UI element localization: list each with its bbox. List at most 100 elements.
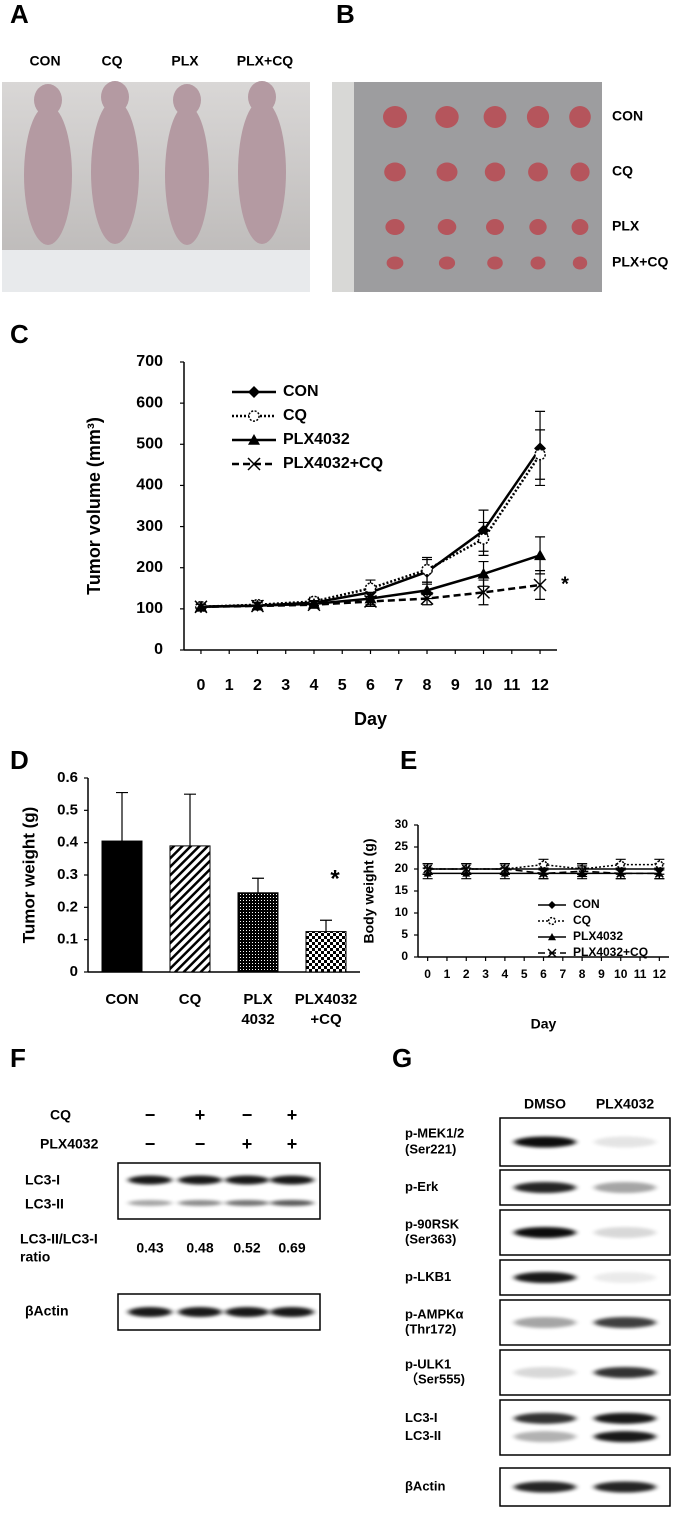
band-label: LC3-I — [25, 1172, 60, 1188]
row-label: p-AMPKα — [405, 1306, 464, 1321]
y-tick-label: 100 — [136, 600, 163, 617]
y-tick-label: 0.2 — [57, 898, 78, 915]
marker — [250, 599, 265, 613]
treatment-label: PLX4032 — [40, 1136, 99, 1152]
ratio-label: LC3-II/LC3-I — [20, 1231, 98, 1247]
tumor — [385, 219, 405, 235]
x-tick-label: 9 — [598, 967, 605, 981]
legend-marker — [548, 901, 556, 909]
row-label: LC3-I — [405, 1410, 438, 1425]
marker — [363, 594, 378, 608]
y-axis-label: Tumor weight (g) — [19, 807, 38, 944]
row-label: p-Erk — [405, 1179, 439, 1194]
treatment-label: CQ — [50, 1107, 71, 1123]
y-tick-label: 5 — [401, 927, 408, 941]
y-tick-label: 0 — [154, 641, 163, 658]
marker — [476, 585, 491, 599]
tumor — [569, 106, 591, 128]
ratio-value: 0.43 — [136, 1240, 163, 1256]
band — [225, 1200, 269, 1206]
y-tick-label: 700 — [136, 353, 163, 370]
marker — [421, 563, 433, 576]
band — [594, 1317, 656, 1328]
band — [225, 1175, 269, 1185]
band — [514, 1182, 576, 1193]
sign: + — [287, 1105, 298, 1125]
x-tick-label: PLX — [243, 991, 272, 1008]
band — [128, 1175, 172, 1185]
y-tick-label: 0 — [70, 963, 78, 980]
tumor — [572, 256, 588, 270]
marker — [616, 868, 626, 878]
x-tick-label: 9 — [451, 677, 460, 694]
x-tick-label: 8 — [423, 677, 432, 694]
marker — [477, 567, 490, 579]
mice — [24, 81, 286, 245]
band — [178, 1175, 222, 1185]
row-label: （Ser555) — [405, 1371, 465, 1386]
row-label: LC3-II — [405, 1428, 441, 1443]
x-tick-label: 3 — [281, 677, 290, 694]
sign: − — [145, 1134, 156, 1154]
ruler — [332, 82, 354, 292]
row-label: p-ULK1 — [405, 1356, 451, 1371]
ratio-label: ratio — [20, 1249, 50, 1265]
panel-label: C — [10, 319, 29, 349]
x-tick-label: 4 — [502, 967, 509, 981]
band — [514, 1317, 576, 1328]
marker — [577, 866, 587, 876]
group-label: PLX+CQ — [612, 254, 669, 270]
row-label: p-LKB1 — [405, 1269, 451, 1284]
y-tick-label: 10 — [395, 905, 409, 919]
x-tick-label: +CQ — [310, 1011, 342, 1028]
x-tick-label: 11 — [634, 967, 647, 981]
panel-label: F — [10, 1043, 26, 1073]
band — [128, 1307, 172, 1317]
band — [514, 1136, 576, 1148]
sign: − — [145, 1105, 156, 1125]
tumor — [570, 162, 590, 182]
panel-label: G — [392, 1043, 412, 1073]
x-tick-label: 5 — [521, 967, 528, 981]
row-label: (Ser363) — [405, 1231, 456, 1246]
blot — [117, 1162, 321, 1220]
x-tick-label: 6 — [366, 677, 375, 694]
panel-label: D — [10, 745, 29, 775]
band — [514, 1412, 576, 1424]
tumor — [435, 106, 459, 128]
tumor — [384, 162, 406, 182]
sign: − — [242, 1105, 253, 1125]
band — [514, 1272, 576, 1283]
legend-label: PLX4032 — [573, 929, 623, 943]
x-axis-label: Day — [531, 1016, 557, 1032]
y-tick-label: 20 — [395, 861, 409, 875]
y-tick-label: 15 — [395, 883, 409, 897]
tumor — [528, 162, 548, 182]
error-bar — [320, 919, 332, 932]
tumor — [438, 256, 456, 270]
annotation: * — [330, 865, 340, 892]
panel-label: B — [336, 0, 355, 29]
x-tick-label: 11 — [503, 677, 520, 694]
marker — [534, 549, 547, 561]
bar — [237, 892, 279, 973]
tumor — [484, 162, 506, 182]
annotation: * — [561, 573, 569, 595]
bar — [305, 931, 347, 973]
ratio-value: 0.48 — [186, 1240, 213, 1256]
x-tick-label: CON — [105, 991, 138, 1008]
marker — [538, 868, 549, 878]
legend-marker — [247, 457, 261, 471]
group-label: PLX+CQ — [237, 53, 294, 69]
tumor — [437, 219, 457, 235]
y-tick-label: 0 — [401, 949, 408, 963]
ratio-value: 0.69 — [278, 1240, 305, 1256]
band — [178, 1307, 222, 1317]
band — [178, 1200, 222, 1206]
photo — [332, 82, 602, 292]
band — [225, 1307, 269, 1317]
x-tick-label: 7 — [394, 677, 403, 694]
y-tick-label: 0.5 — [57, 801, 78, 818]
x-tick-label: 0 — [197, 677, 206, 694]
bar — [169, 845, 211, 973]
